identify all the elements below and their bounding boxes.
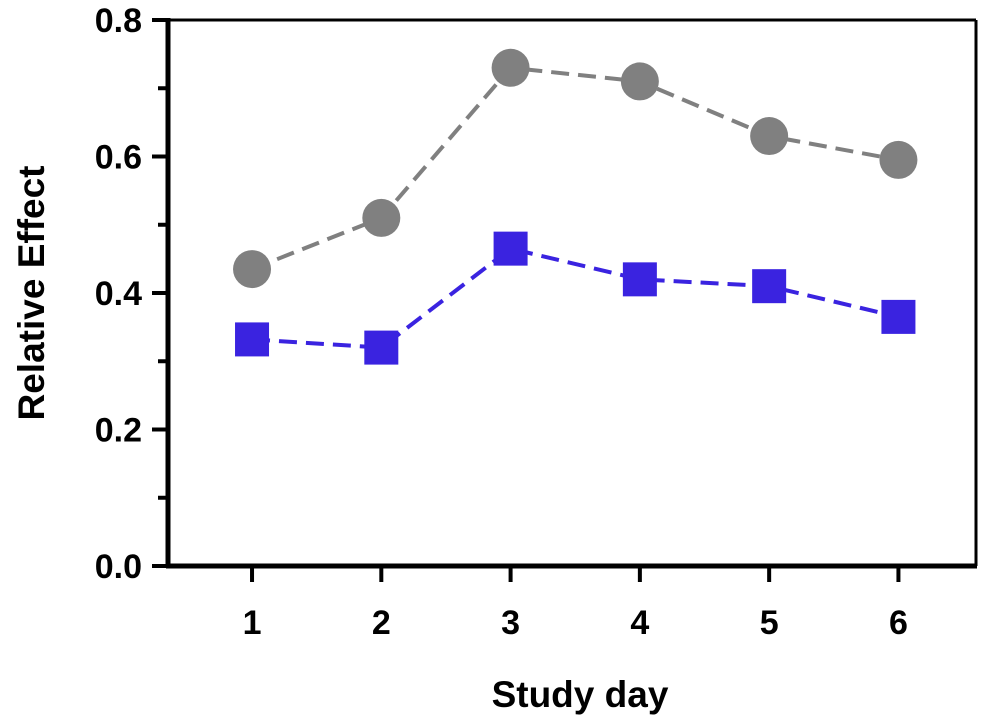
series-1-point [362,198,401,237]
y-tick-label: 0.4 [95,275,142,313]
x-tick-label: 6 [889,604,908,642]
y-axis-title: Relative Effect [11,166,52,421]
series-2-point [493,231,528,266]
x-tick-label: 5 [760,604,779,642]
x-axis-title: Study day [492,674,669,715]
x-tick-label: 3 [501,604,520,642]
y-tick-label: 0.0 [95,548,142,586]
axes-layer: 0.0 0.2 0.4 0.6 0.8 1 2 3 4 5 6 [95,2,978,642]
series-1-point [879,140,918,179]
series-2-point [881,299,916,334]
x-tick-label: 1 [243,604,262,642]
series-1-line [251,65,899,271]
series-2-point [752,269,787,304]
series-2-point [364,330,399,365]
series-2 [235,231,916,365]
series-2-line [251,246,899,350]
series-1-point [491,48,530,87]
series-1-point [620,62,659,101]
x-tick-label: 4 [630,604,649,642]
series-1-point [233,250,272,289]
series-2-point [622,262,657,297]
y-tick-label: 0.6 [95,139,142,177]
series-2-point [235,322,270,357]
y-tick-label: 0.2 [95,412,142,450]
y-tick-label: 0.8 [95,2,142,40]
series-layer [233,48,918,365]
series-1-point [750,117,789,156]
series-1 [233,48,918,289]
x-tick-label: 2 [372,604,391,642]
